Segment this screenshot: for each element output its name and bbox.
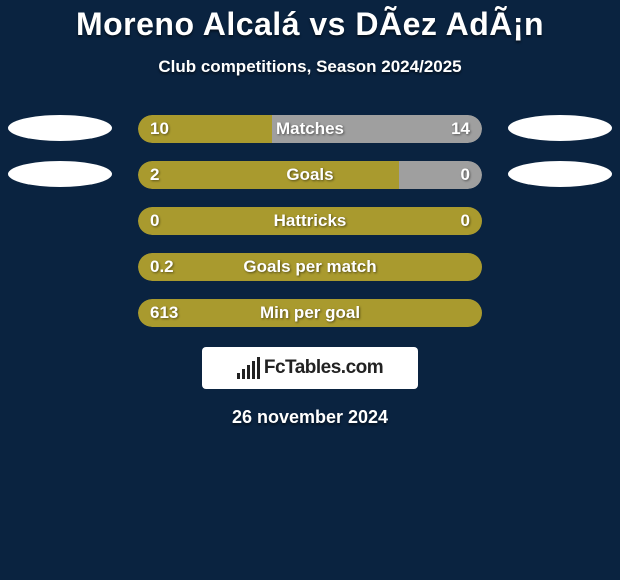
stat-label: Min per goal (0, 299, 620, 327)
stat-row: 0.2Goals per match (0, 253, 620, 281)
stat-label: Goals per match (0, 253, 620, 281)
stats-container: 1014Matches 20Goals 00Hattricks 0.2Goals pe… (0, 115, 620, 327)
stat-row: 20Goals (0, 161, 620, 189)
page-title: Moreno Alcalá vs DÃ­ez AdÃ¡n (0, 0, 620, 43)
stat-row: 00Hattricks (0, 207, 620, 235)
stat-row: 613Min per goal (0, 299, 620, 327)
logo-text: FcTables.com (264, 357, 383, 379)
stat-label: Goals (0, 161, 620, 189)
stat-label: Matches (0, 115, 620, 143)
logo-bars-icon (237, 357, 260, 379)
date-text: 26 november 2024 (0, 407, 620, 428)
stat-label: Hattricks (0, 207, 620, 235)
stat-row: 1014Matches (0, 115, 620, 143)
comparison-infographic: Moreno Alcalá vs DÃ­ez AdÃ¡n Club compet… (0, 0, 620, 580)
subtitle: Club competitions, Season 2024/2025 (0, 57, 620, 77)
fctables-logo: FcTables.com (202, 347, 418, 389)
